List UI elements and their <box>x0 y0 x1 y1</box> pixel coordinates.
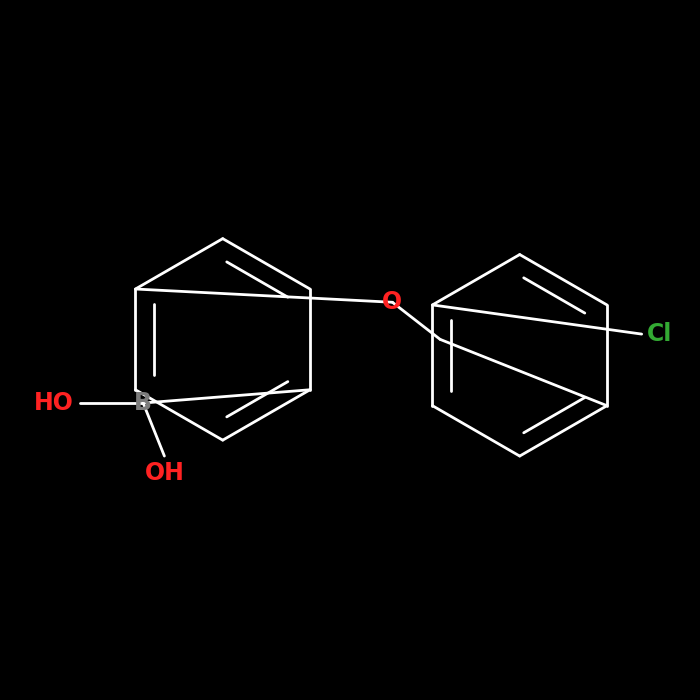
Text: B: B <box>134 391 152 415</box>
Text: OH: OH <box>144 461 184 485</box>
Text: Cl: Cl <box>647 322 672 346</box>
Text: O: O <box>382 290 402 314</box>
Text: HO: HO <box>34 391 74 415</box>
